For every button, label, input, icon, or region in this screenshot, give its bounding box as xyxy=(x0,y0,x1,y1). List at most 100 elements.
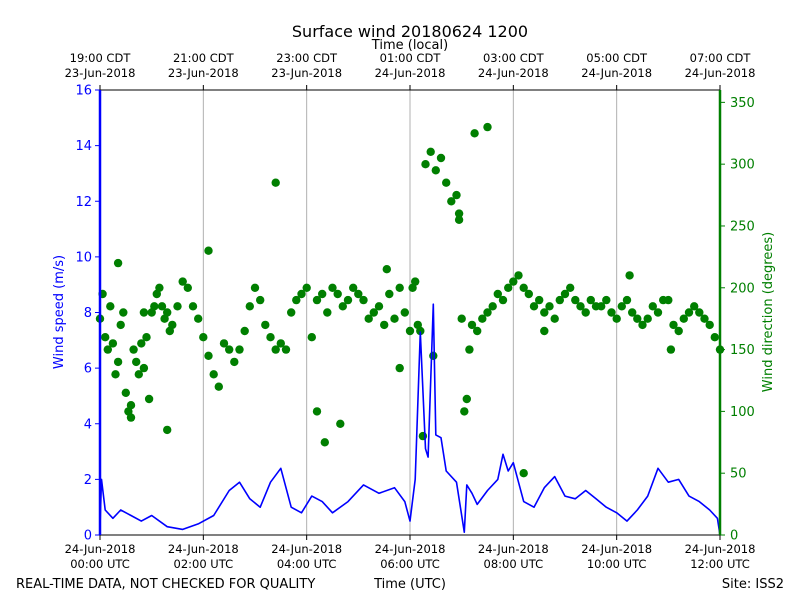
right-tick-label: 250 xyxy=(730,219,755,234)
direction-point xyxy=(478,314,487,323)
footer-x-label: Time (UTC) xyxy=(373,577,446,592)
direction-point xyxy=(137,339,146,348)
top-tick-date: 23-Jun-2018 xyxy=(168,66,239,80)
direction-point xyxy=(653,308,663,317)
direction-point xyxy=(106,302,115,311)
direction-point xyxy=(157,302,167,311)
direction-point xyxy=(597,302,606,311)
direction-point xyxy=(111,370,120,379)
direction-point xyxy=(266,333,275,342)
top-tick-time: 07:00 CDT xyxy=(690,51,752,65)
direction-point xyxy=(142,333,151,342)
direction-point xyxy=(380,320,389,330)
bottom-tick-date: 24-Jun-2018 xyxy=(168,542,239,556)
direction-point xyxy=(240,326,249,336)
direction-point xyxy=(602,295,611,305)
direction-point xyxy=(178,277,187,286)
direction-point xyxy=(336,419,345,428)
right-tick-label: 150 xyxy=(730,343,755,358)
left-tick-label: 16 xyxy=(75,84,92,99)
direction-point xyxy=(281,345,291,354)
direction-point xyxy=(121,388,130,397)
left-axis-ticks: 0 2 4 6 8 10 12 14 16 xyxy=(75,84,100,544)
direction-point xyxy=(400,308,409,317)
direction-point xyxy=(173,302,182,311)
direction-point xyxy=(524,289,533,299)
direction-point xyxy=(483,122,492,132)
direction-point xyxy=(235,345,244,354)
direction-point xyxy=(204,246,213,255)
direction-point xyxy=(519,469,528,478)
direction-point xyxy=(302,283,311,292)
bottom-tick-date: 24-Jun-2018 xyxy=(65,542,136,556)
direction-point xyxy=(103,345,113,354)
top-tick-time: 01:00 CDT xyxy=(380,51,442,65)
direction-point xyxy=(529,302,539,311)
direction-point xyxy=(457,314,466,323)
right-tick-label: 200 xyxy=(730,281,755,296)
top-tick-date: 24-Jun-2018 xyxy=(685,66,756,80)
left-tick-label: 6 xyxy=(84,362,92,377)
direction-point xyxy=(612,314,621,323)
direction-point xyxy=(292,295,301,305)
direction-point xyxy=(139,363,149,373)
direction-point xyxy=(454,209,464,218)
direction-point xyxy=(504,283,513,292)
direction-point xyxy=(648,302,657,311)
direction-point xyxy=(470,129,479,138)
direction-point xyxy=(328,283,337,292)
top-tick-date: 24-Jun-2018 xyxy=(478,66,549,80)
right-axis-label: Wind direction (degrees) xyxy=(761,232,776,392)
top-axis-label: Time (local) xyxy=(371,38,448,53)
direction-point xyxy=(566,283,575,292)
direction-point xyxy=(586,295,595,305)
footer-site: Site: ISS2 xyxy=(722,577,784,592)
left-tick-label: 0 xyxy=(84,529,92,544)
bottom-tick-time: 08:00 UTC xyxy=(484,557,544,571)
direction-point xyxy=(219,339,229,348)
right-tick-label: 350 xyxy=(730,96,755,111)
direction-point xyxy=(465,345,474,354)
direction-point xyxy=(101,333,110,342)
direction-point xyxy=(126,401,136,410)
left-tick-label: 14 xyxy=(75,139,92,154)
direction-point xyxy=(343,295,353,305)
direction-point xyxy=(540,326,549,336)
direction-point xyxy=(633,314,642,323)
direction-point xyxy=(405,326,415,336)
direction-point xyxy=(320,438,329,447)
direction-point xyxy=(194,314,203,323)
direction-point xyxy=(436,153,446,163)
direction-point xyxy=(129,345,138,354)
direction-point xyxy=(374,302,384,311)
direction-point xyxy=(359,295,368,305)
direction-point xyxy=(163,308,172,317)
direction-point xyxy=(369,308,378,317)
direction-point xyxy=(638,320,647,330)
direction-point xyxy=(225,345,234,354)
direction-point xyxy=(442,178,451,187)
direction-point xyxy=(188,302,198,311)
bottom-tick-time: 06:00 UTC xyxy=(380,557,440,571)
direction-point xyxy=(250,283,260,292)
direction-point xyxy=(390,314,399,323)
direction-point xyxy=(467,320,477,330)
direction-point xyxy=(108,339,118,348)
direction-point xyxy=(664,295,673,305)
bottom-tick-date: 24-Jun-2018 xyxy=(581,542,652,556)
top-tick-date: 24-Jun-2018 xyxy=(375,66,446,80)
direction-point xyxy=(150,302,159,311)
direction-point xyxy=(364,314,373,323)
direction-point xyxy=(199,333,208,342)
direction-point xyxy=(395,363,404,373)
direction-point xyxy=(705,320,714,330)
top-tick-time: 03:00 CDT xyxy=(483,51,545,65)
direction-point xyxy=(132,357,141,367)
chart-title: Surface wind 20180624 1200 xyxy=(292,22,528,41)
direction-point xyxy=(333,289,342,299)
bottom-tick-time: 10:00 UTC xyxy=(587,557,647,571)
bottom-tick-date: 24-Jun-2018 xyxy=(271,542,342,556)
